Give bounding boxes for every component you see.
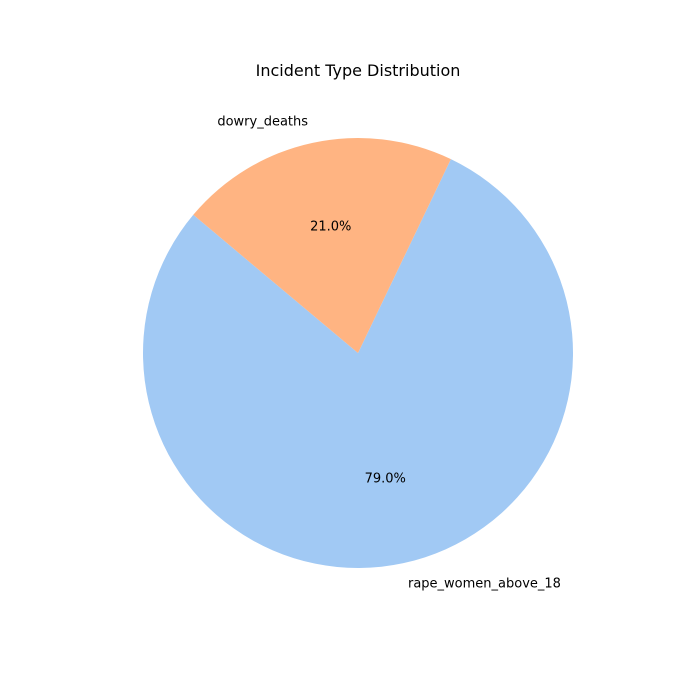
slice-label-rape-women-above-18: rape_women_above_18 — [408, 577, 561, 592]
chart-title: Incident Type Distribution — [256, 61, 461, 80]
pie-slice-rape-women-above-18 — [142, 159, 573, 568]
pie-slices — [142, 137, 573, 568]
pie-slice-dowry-deaths — [193, 137, 451, 353]
slice-label-dowry-deaths: dowry_deaths — [217, 114, 308, 129]
pct-label-rape-women-above-18: 79.0% — [365, 472, 406, 487]
pie-labels: rape_women_above_18 79.0% dowry_deaths 21.0… — [217, 114, 561, 591]
pct-label-dowry-deaths: 21.0% — [310, 219, 351, 234]
